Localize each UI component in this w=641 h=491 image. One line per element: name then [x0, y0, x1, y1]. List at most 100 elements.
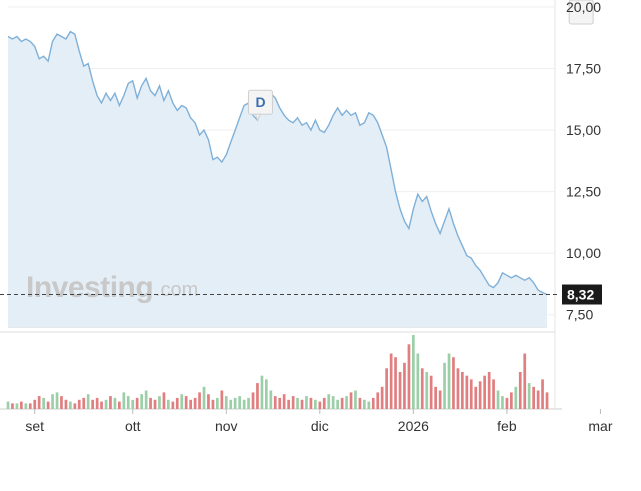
volume-bar [131, 399, 135, 410]
volume-bar [336, 399, 339, 410]
volume-bar [24, 403, 28, 409]
volume-bar [224, 396, 228, 409]
volume-bar [238, 396, 241, 409]
volume-bar [64, 399, 68, 410]
volume-bar [318, 401, 322, 409]
volume-bar [149, 397, 152, 409]
volume-bar [523, 353, 527, 409]
price-area [7, 30, 548, 327]
volume-bar [492, 379, 495, 409]
volume-bar [438, 390, 442, 409]
volume-bar [425, 372, 429, 409]
volume-bar [354, 390, 357, 409]
volume-bar [496, 390, 500, 409]
y-tick-label: 15,00 [566, 122, 601, 138]
volume-bar [416, 353, 420, 409]
volume-bar [189, 399, 192, 410]
x-axis: setottnovdic2026febmarapr [25, 409, 613, 434]
volume-bar [15, 403, 19, 409]
volume-bar [109, 396, 112, 409]
volume-bar [175, 397, 179, 409]
volume-bar [340, 397, 344, 409]
dividend-marker[interactable]: D [569, 0, 594, 25]
volume-bar [104, 399, 108, 410]
volume-bar [220, 390, 224, 409]
volume-bar [233, 397, 237, 409]
volume-bar [514, 386, 518, 409]
volume-bar [434, 386, 437, 409]
volume-bar [167, 399, 170, 410]
volume-bar [510, 392, 513, 410]
volume-bar [536, 390, 540, 409]
dividend-marker[interactable]: D [247, 89, 273, 122]
y-tick-label: 17,50 [566, 61, 601, 77]
dividend-markers: DD [247, 0, 594, 122]
volume-bar [82, 397, 86, 409]
volume-bar [429, 375, 433, 409]
volume-bar [135, 397, 139, 409]
volume-bar [73, 403, 77, 409]
volume-bar [51, 394, 54, 409]
volume-bar [518, 372, 522, 409]
volume-bar [95, 397, 99, 409]
volume-bar [322, 397, 326, 409]
volume-bar [527, 383, 531, 409]
volume-bar [501, 396, 504, 409]
x-tick-label: dic [311, 418, 329, 434]
volume-bar [545, 392, 549, 410]
volume-bar [363, 399, 366, 410]
volume-bar [211, 399, 215, 410]
volume-bar [229, 399, 233, 410]
volume-bar [327, 394, 331, 409]
volume-bar [37, 396, 41, 409]
volume-bar [287, 399, 290, 410]
volume-bar [380, 386, 384, 409]
volume-bar [251, 392, 255, 410]
volume-bar [407, 344, 411, 410]
last-value-label: 8,32 [567, 287, 594, 303]
volume-bar [505, 397, 509, 409]
y-tick-label: 20,00 [566, 0, 601, 15]
volume-bar [33, 399, 37, 410]
volume-bar [216, 397, 219, 409]
last-value-badge [562, 284, 602, 305]
volume-bar [140, 394, 143, 409]
volume-bar [403, 362, 406, 410]
volume-bars [0, 331, 562, 410]
investing-watermark: Investing .com [26, 271, 198, 304]
x-tick-label: set [25, 418, 44, 434]
volume-bar [389, 353, 393, 409]
volume-bar [358, 397, 362, 409]
volume-bar [247, 397, 250, 409]
x-tick-label: 2026 [398, 418, 429, 434]
volume-bar [300, 399, 304, 410]
x-tick-label: mar [588, 418, 612, 434]
volume-bar [144, 390, 148, 409]
volume-bar [483, 375, 486, 409]
volume-bar [456, 368, 460, 409]
volume-bar [242, 399, 246, 410]
volume-bar [412, 335, 415, 409]
volume-bar [309, 397, 313, 409]
volume-bar [260, 375, 264, 409]
dividend-marker-label: D [255, 94, 265, 110]
volume-bar [269, 390, 273, 409]
dividend-marker-label: D [576, 0, 586, 3]
volume-bar [398, 372, 402, 409]
volume-bar [122, 392, 126, 410]
volume-bar [113, 397, 117, 409]
volume-bar [118, 401, 121, 409]
watermark-suffix: .com [155, 279, 198, 301]
volume-bar [296, 397, 299, 409]
volume-bar [184, 396, 188, 409]
volume-bar [385, 368, 388, 409]
volume-bar [345, 396, 348, 409]
volume-bar [171, 401, 175, 409]
volume-bar [86, 394, 90, 409]
volume-bar [278, 397, 282, 409]
volume-bar [273, 396, 277, 409]
last-value-line: 8,32 [0, 284, 602, 305]
volume-bar [469, 379, 473, 409]
volume-bar [198, 392, 201, 410]
volume-bar [153, 399, 157, 410]
